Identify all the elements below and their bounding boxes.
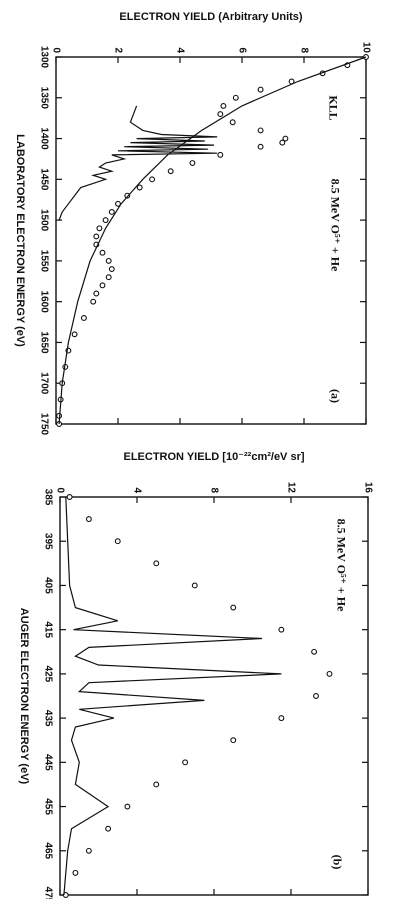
x-axis-title: AUGER ELECTRON ENERGY (eV) [18, 608, 30, 785]
y-tick-label: 8 [208, 487, 219, 493]
data-point [99, 249, 106, 256]
annotation: 8.5 MeV O⁵⁺ + He [328, 179, 342, 273]
x-tick-label: 405 [42, 577, 53, 594]
x-tick-label: 395 [42, 533, 53, 550]
y-tick-label: 6 [236, 47, 247, 53]
x-tick-label: 1350 [38, 87, 49, 110]
x-tick-label: 1650 [38, 331, 49, 354]
annotation: (a) [328, 389, 342, 403]
data-point [80, 315, 87, 321]
data-point [102, 217, 109, 224]
data-point [257, 127, 264, 134]
data-point [313, 693, 319, 699]
y-tick-label: 8 [298, 47, 309, 53]
data-point [105, 257, 112, 264]
data-point [153, 781, 160, 788]
data-point [311, 648, 318, 655]
data-point [230, 737, 237, 744]
x-tick-label: 425 [42, 666, 53, 683]
x-tick-label: 435 [42, 710, 53, 727]
data-point [66, 494, 73, 500]
y-tick-label: 4 [174, 47, 185, 53]
data-point [108, 209, 115, 215]
data-point [124, 803, 131, 810]
data-point [189, 160, 196, 166]
y-tick-label: 0 [50, 47, 61, 53]
data-point [217, 151, 224, 158]
data-point [191, 582, 198, 589]
data-point [282, 135, 289, 142]
data-point [257, 143, 264, 150]
x-tick-label: 1550 [38, 250, 49, 273]
data-point [136, 184, 143, 191]
data-point [279, 139, 286, 146]
data-point [153, 560, 160, 567]
x-tick-label: 1700 [38, 372, 49, 395]
annotation: (b) [330, 855, 344, 870]
data-point [220, 102, 227, 109]
data-point [167, 168, 174, 175]
x-tick-label: 1600 [38, 291, 49, 314]
x-tick-label: 1300 [38, 46, 49, 69]
annotation: 8.5 MeV O⁵⁺ + He [334, 519, 348, 613]
x-tick-label: 1750 [38, 413, 49, 436]
x-tick-label: 1450 [38, 168, 49, 191]
data-point [326, 670, 333, 677]
data-point [278, 626, 285, 633]
data-point [72, 869, 79, 876]
data-point [278, 715, 285, 722]
y-tick-label: 0 [54, 487, 65, 493]
y-tick-label: 16 [362, 482, 373, 494]
y-tick-label: 12 [285, 482, 296, 494]
y-tick-label: 4 [131, 487, 142, 493]
x-tick-label: 1400 [38, 127, 49, 150]
data-point [96, 225, 103, 232]
data-point [108, 266, 115, 272]
plot-frame [55, 56, 367, 425]
data-point [93, 290, 100, 297]
data-point [229, 119, 236, 126]
y-tick-label: 2 [112, 47, 123, 53]
y-axis-title: ELECTRON YIELD (Arbitrary Units) [119, 11, 302, 23]
y-axis-title: ELECTRON YIELD [10⁻²²cm²/eV sr] [123, 451, 304, 463]
x-tick-label: 465 [42, 842, 53, 859]
data-point [85, 847, 92, 854]
x-tick-label: 415 [42, 621, 53, 638]
data-point [257, 86, 264, 93]
data-point [93, 233, 100, 240]
data-point [114, 538, 121, 545]
y-tick-label: 10 [360, 42, 371, 54]
data-line [63, 496, 282, 896]
x-tick-label: 475 [42, 887, 53, 899]
data-point [124, 192, 131, 199]
data-point [99, 282, 106, 289]
data-point [149, 176, 156, 183]
data-point [105, 274, 112, 281]
data-line [58, 105, 218, 221]
x-tick-label: 1500 [38, 209, 49, 232]
data-point [105, 825, 112, 832]
data-point [182, 759, 189, 766]
data-point [90, 298, 97, 305]
plot-frame [59, 496, 369, 896]
annotation: KLL [326, 95, 340, 120]
data-point [71, 331, 78, 338]
data-line [58, 56, 367, 425]
data-point [230, 604, 237, 611]
x-axis-title: LABORATORY ELECTRON ENERGY (eV) [14, 134, 26, 347]
x-tick-label: 455 [42, 798, 53, 815]
x-tick-label: 385 [42, 489, 53, 506]
data-point [232, 94, 239, 101]
x-tick-label: 445 [42, 754, 53, 771]
data-point [217, 111, 224, 118]
data-point [85, 516, 92, 523]
